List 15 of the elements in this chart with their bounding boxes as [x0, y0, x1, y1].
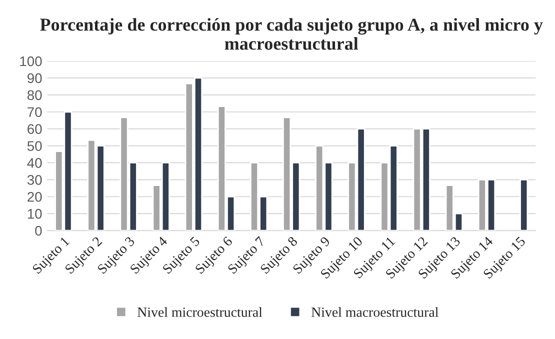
legend-label: Nivel microestructural [138, 307, 262, 317]
y-tick-label: 30 [27, 175, 42, 185]
y-tick-label: 10 [28, 208, 42, 219]
y-tick-label: 40 [27, 158, 42, 168]
y-tick-label: 0 [35, 226, 42, 236]
bar [520, 178, 528, 231]
y-tick-label: 100 [20, 56, 42, 66]
y-tick-label: 70 [28, 107, 42, 118]
y-tick-label: 90 [28, 73, 42, 84]
y-tick-label: 50 [27, 141, 42, 151]
y-tick-label: 80 [27, 90, 42, 100]
y-tick-label: 60 [28, 124, 42, 134]
legend-label: Nivel macroestructural [311, 307, 438, 317]
y-tick-label: 20 [28, 192, 42, 202]
chart-title: Porcentaje de corrección por cada sujeto grupo A, a nivel micro y macroestructural [40, 18, 543, 50]
